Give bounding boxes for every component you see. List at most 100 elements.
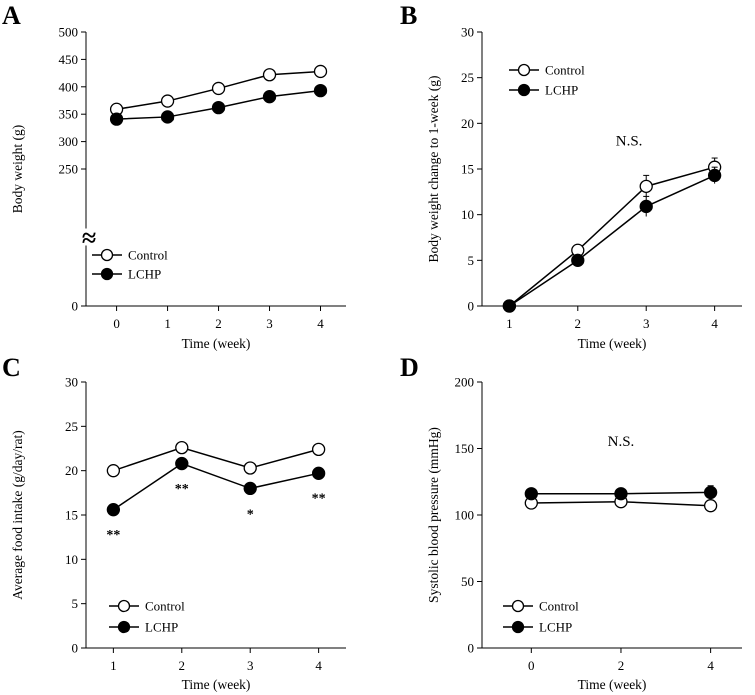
panel-c-x-tick-label: 1 [110,658,117,673]
panel-a-x-tick-label: 2 [215,316,222,331]
panel-a-legend-marker [100,248,114,262]
panel-a-y-tick-label: 250 [59,162,79,177]
panel-a-y-tick-label: 0 [72,299,79,314]
panel-a-x-tick-label: 0 [113,316,120,331]
panel-a-series-lchp-point [313,83,328,98]
panel-d-legend-marker [511,620,525,634]
panel-a-significance-mark: ** [263,93,277,108]
panel-b-y-tick-label: 15 [461,162,474,177]
panel-c-y-tick-label: 30 [65,375,78,390]
panel-a-x-tick-label: 1 [164,316,171,331]
panel-c-legend-marker [117,599,131,613]
panel-d-y-tick-label: 0 [468,641,475,656]
panel-c-series-lchp-line [112,462,319,511]
panel-d-letter: D [400,353,419,382]
panel-c-significance-mark: ** [106,528,120,543]
panel-a-series-control-point [160,94,175,108]
panel-a-legend-marker [100,267,114,281]
panel-a-series-lchp-point [109,112,124,126]
panel-b-letter: B [400,1,417,30]
panel-d-series-control-point [703,499,718,513]
panel-b-legend-label: LCHP [545,83,578,98]
panel-d-x-tick-label: 0 [528,658,535,673]
panel-a-y-tick-label: 350 [59,107,79,122]
panel-a-series-lchp-point [211,100,226,115]
panel-d: D 0 50 100 150 200 0 2 4 Time (week) Systolic bloo… [400,353,742,692]
panel-c-series-control-point [243,461,257,475]
panel-b-y-tick-label: 30 [461,25,474,40]
panel-a-series-lchp-point [262,90,277,104]
panel-c-legend-marker [117,620,131,634]
panel-c-y-tick-label: 25 [65,419,78,434]
panel-d-y-axis-title: Systolic blood pressure (mmHg) [426,427,441,603]
panel-c-x-tick-label: 3 [247,658,254,673]
panel-a-x-axis-title: Time (week) [182,336,251,351]
panel-d-y-tick-label: 150 [455,441,475,456]
panel-a-y-axis-title: Body weight (g) [10,125,25,214]
panel-b-x-tick-label: 2 [575,316,582,331]
panel-b-x-tick-label: 1 [506,316,513,331]
panel-b-series-lchp-point [502,299,517,313]
panel-a-axis-break-mask [76,228,96,246]
panel-d-y-tick-label: 50 [461,574,474,589]
panel-c-significance-mark: ** [312,492,326,507]
panel-b-y-axis-title: Body weight change to 1-week (g) [426,75,441,262]
panel-b-x-tick-label: 3 [643,316,650,331]
panel-b-legend-marker [517,83,531,97]
panel-c-y-tick-label: 5 [72,596,79,611]
panel-c-series-control-line [113,446,319,472]
panel-a-y-tick-label: 450 [59,52,79,67]
panel-c-series-lchp-point [243,481,257,496]
panel-d-series-lchp-point [614,487,628,501]
panel-a-y-tick-label: 500 [59,25,79,40]
panel-a-x-tick-label: 3 [266,316,273,331]
panel-c-x-tick-label: 4 [315,658,322,673]
panel-b-y-tick-label: 0 [468,299,475,314]
panel-d-legend-marker [511,599,525,613]
panel-b-series-control-line [508,166,715,307]
panel-b-series-lchp-point [571,253,585,267]
panel-c-series-control-point [106,464,121,478]
panel-c-y-axis-title: Average food intake (g/day/rat) [10,430,25,600]
panel-c-significance-mark: * [247,508,254,523]
panel-c-y-tick-label: 20 [65,463,78,478]
panel-a-legend-label: Control [128,248,168,263]
panel-c-series-control-point [175,440,189,455]
panel-b-x-axis-title: Time (week) [578,336,647,351]
panel-c: C 0 5 10 15 20 25 30 1 2 3 4 Time (week) Average food… [2,353,346,692]
panel-a-series-lchp-point [160,110,175,124]
panel-b-series-lchp-line [508,174,715,307]
panel-d-series-lchp-point [703,485,718,500]
panel-c-y-tick-label: 0 [72,641,79,656]
panel-d-legend-label: Control [539,599,579,614]
panel-c-series-lchp-point [311,466,326,480]
panel-d-series-lchp-point [524,487,538,501]
panel-d-legend-label: LCHP [539,620,572,635]
panel-c-legend-label: LCHP [145,620,178,635]
panel-c-letter: C [2,353,21,382]
panel-b-y-tick-label: 5 [468,253,475,268]
panel-d-x-axis-title: Time (week) [578,677,647,692]
panel-b-legend-label: Control [545,63,585,78]
panel-a-legend-label: LCHP [128,267,161,282]
panel-d-y-tick-label: 100 [455,508,475,523]
panel-b-legend-marker [517,63,531,77]
panel-b-y-tick-label: 10 [461,207,474,222]
panel-c-series-control-point [311,442,326,457]
panel-c-y-tick-label: 10 [65,552,78,567]
panel-a-axis-break-icon: ≈ [82,224,96,253]
panel-c-y-tick-label: 15 [65,508,78,523]
panel-a-series-control-point [313,64,328,79]
panel-a-x-tick-label: 4 [317,316,324,331]
panel-a-significance-mark: ** [161,114,175,129]
panel-c-x-axis-title: Time (week) [182,677,251,692]
panel-b-x-tick-label: 4 [711,316,718,331]
panel-d-x-tick-label: 4 [707,658,714,673]
panel-d-x-tick-label: 2 [618,658,625,673]
panel-d-ns-note: N.S. [608,434,635,450]
panel-c-legend-label: Control [145,599,185,614]
panel-c-x-tick-label: 2 [179,658,186,673]
panel-a-letter: A [2,1,21,30]
panel-a-significance-mark: ** [212,104,226,119]
